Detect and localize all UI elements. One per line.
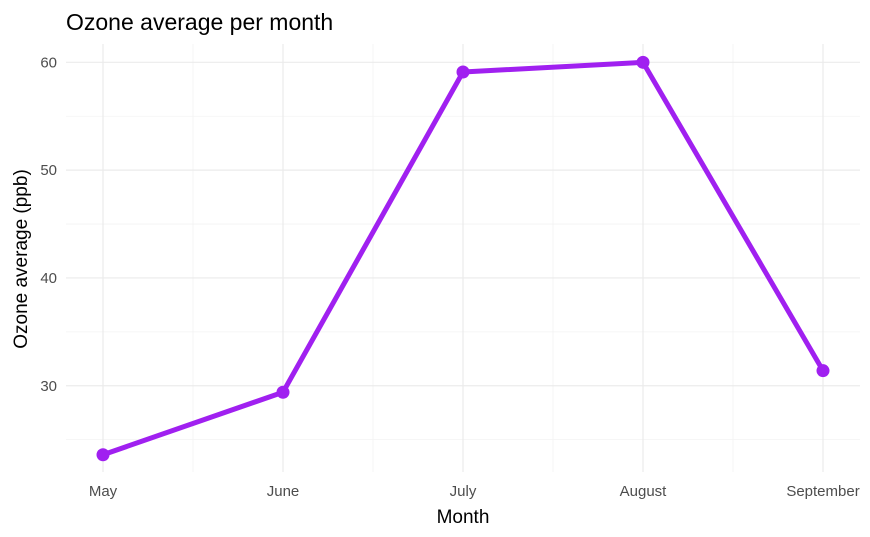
y-axis-ticks: 30 40 50 60: [40, 54, 57, 394]
series-points: [96, 55, 830, 462]
data-point: [276, 385, 290, 399]
data-point: [636, 55, 650, 69]
x-tick-label: May: [89, 483, 118, 500]
y-tick-label: 30: [40, 378, 57, 395]
x-axis-title: Month: [437, 507, 490, 528]
data-point: [96, 448, 110, 462]
data-point: [816, 364, 830, 378]
chart-title: Ozone average per month: [66, 9, 333, 35]
y-axis-title: Ozone average (ppb): [11, 169, 32, 349]
y-tick-label: 50: [40, 162, 57, 179]
grid: [66, 44, 860, 472]
x-tick-label: July: [450, 483, 477, 500]
data-point: [456, 65, 470, 79]
x-tick-label: August: [620, 483, 668, 500]
x-tick-label: June: [267, 483, 300, 500]
x-tick-label: September: [786, 483, 859, 500]
y-tick-label: 40: [40, 270, 57, 287]
x-axis-ticks: May June July August September: [89, 483, 860, 500]
y-tick-label: 60: [40, 54, 57, 71]
